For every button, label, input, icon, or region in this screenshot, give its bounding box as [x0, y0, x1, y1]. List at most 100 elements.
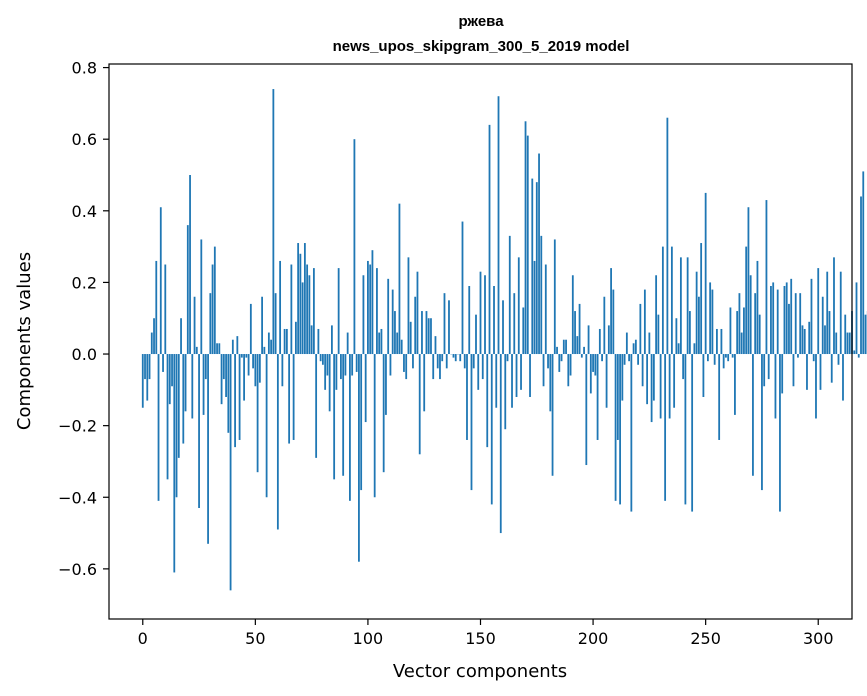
bar [698, 296, 700, 355]
bar [164, 264, 167, 355]
bar [468, 286, 471, 355]
bar [171, 354, 173, 387]
bar [292, 354, 295, 440]
bar [670, 246, 673, 355]
bar [630, 354, 633, 512]
bar [454, 354, 457, 362]
bar [380, 328, 383, 355]
bar [810, 278, 813, 355]
bar [285, 328, 288, 355]
bar [725, 354, 727, 358]
bar [400, 339, 403, 355]
bar [675, 318, 678, 355]
bar [207, 354, 209, 544]
bar [162, 354, 164, 372]
bar [594, 354, 597, 376]
bar [342, 354, 345, 476]
bar [860, 196, 862, 355]
bar [842, 354, 844, 401]
bar [790, 278, 793, 355]
bar [682, 354, 685, 380]
bar [792, 354, 795, 387]
bar [704, 192, 707, 355]
bar [641, 354, 644, 387]
bar [553, 239, 556, 355]
bar [216, 343, 218, 355]
x-tick-label: 50 [245, 629, 265, 648]
bar [652, 354, 655, 401]
bar [862, 171, 865, 355]
bar [826, 271, 829, 355]
bar [432, 354, 435, 380]
bar [236, 336, 239, 355]
bar [369, 264, 372, 355]
bar [434, 336, 437, 355]
bar [394, 311, 396, 355]
bar [486, 354, 489, 448]
bar [355, 354, 358, 372]
bar [517, 257, 520, 355]
bar [738, 293, 741, 355]
bar [702, 354, 705, 397]
bar [529, 354, 531, 397]
bar [535, 182, 538, 355]
bar [864, 314, 867, 355]
bar [301, 282, 304, 355]
bar [772, 282, 775, 355]
bar [303, 243, 306, 355]
bar [511, 354, 513, 408]
bar [398, 203, 401, 355]
bar [749, 275, 752, 355]
bar [265, 354, 268, 498]
bar [661, 246, 664, 355]
bar [736, 311, 739, 355]
bar [596, 354, 599, 440]
bars-group [141, 89, 867, 591]
bar [441, 354, 444, 362]
bar [763, 354, 766, 387]
bar [508, 235, 511, 355]
bar [243, 354, 245, 401]
bar [504, 354, 507, 430]
bar [531, 178, 534, 355]
bar [668, 354, 671, 419]
bar [274, 293, 277, 355]
bar [806, 354, 808, 390]
bar [844, 314, 847, 355]
bar [240, 354, 243, 358]
bar [218, 343, 221, 355]
bar [461, 221, 464, 355]
bar [502, 300, 504, 355]
bar [195, 346, 198, 355]
bar [308, 275, 311, 355]
x-axis-ticks: 0 50 100 150 200 250 300 [138, 619, 834, 648]
bar [396, 332, 399, 355]
bar [783, 286, 786, 355]
bar [466, 354, 468, 440]
bar [549, 354, 552, 412]
bar [144, 354, 146, 380]
bar [547, 354, 549, 369]
x-tick-label: 300 [803, 629, 834, 648]
bar [497, 96, 500, 355]
bar [412, 354, 414, 369]
bar [583, 346, 585, 355]
bar [340, 354, 342, 380]
bar [544, 264, 547, 355]
bar [686, 257, 689, 355]
bar [520, 354, 522, 390]
bar [484, 275, 486, 355]
bar [153, 318, 155, 355]
y-tick-label: 0.0 [72, 345, 97, 364]
bar [639, 303, 642, 355]
bar [159, 207, 162, 355]
bar [693, 343, 696, 355]
bar [385, 354, 387, 415]
y-tick-label: −0.4 [58, 488, 97, 507]
bar [150, 332, 153, 355]
bar [846, 332, 849, 355]
bar [571, 275, 574, 355]
bar [459, 354, 462, 362]
bar [335, 354, 338, 390]
bar [200, 239, 203, 355]
